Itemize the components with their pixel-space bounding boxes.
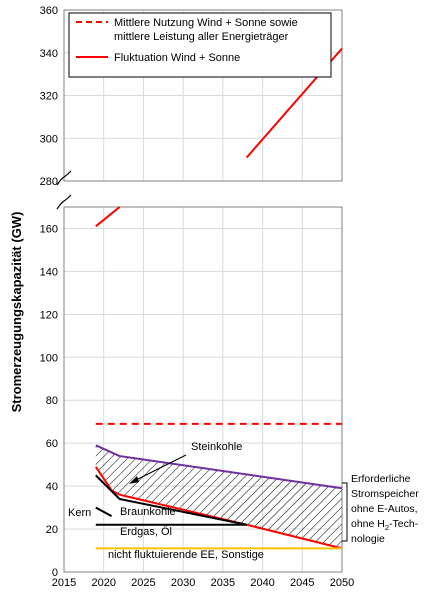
x-tick-labels: 2015 2020 2025 2030 2035 2040 2045 2050 <box>52 577 354 589</box>
annotation-kern: Kern <box>68 507 91 519</box>
y-tick-label: 140 <box>40 266 58 278</box>
annotation-speicher-line2: Stromspeicher <box>351 488 419 500</box>
y-tick-label: 320 <box>40 91 58 103</box>
x-tick-label: 2020 <box>91 577 115 589</box>
legend-box <box>68 12 332 78</box>
x-tick-label: 2035 <box>211 577 235 589</box>
annotation-speicher-line1: Erforderliche <box>351 473 411 485</box>
annotation-speicher-subscript: 2 <box>385 523 389 532</box>
annotation-speicher-line4: ohne H2-Tech- <box>351 518 419 532</box>
legend: Mittlere Nutzung Wind + Sonne sowie mitt… <box>68 12 332 78</box>
annotations: Steinkohle Braunkohle Kern Erdgas, Öl ni… <box>68 441 419 561</box>
y-tick-label: 300 <box>40 133 58 145</box>
series-line-1-lower <box>95 206 121 228</box>
legend-label-dashed-line1: Mittlere Nutzung Wind + Sonne sowie <box>114 17 298 29</box>
y-tick-label: 360 <box>40 5 58 17</box>
series-line-2 <box>95 444 343 490</box>
annotation-nicht-fluktuierend: nicht fluktuierende EE, Sonstige <box>108 549 264 561</box>
legend-label-solid: Fluktuation Wind + Sonne <box>114 52 240 64</box>
x-tick-label: 2025 <box>131 577 155 589</box>
series-line-5 <box>95 506 113 518</box>
x-tick-label: 2045 <box>290 577 314 589</box>
y-tick-label: 120 <box>40 309 58 321</box>
series-line-4 <box>95 474 247 526</box>
upper-plot-frame <box>63 9 343 182</box>
series-line-3 <box>94 466 343 550</box>
lower-plot-frame <box>63 206 343 573</box>
annotation-speicher-line4-rest: -Tech- <box>389 518 419 530</box>
annotation-speicher-line6: nologie <box>351 533 385 545</box>
y-tick-label: 100 <box>40 352 58 364</box>
steinkohle-leader <box>133 454 187 482</box>
y-tick-label: 20 <box>46 524 58 536</box>
storage-bracket <box>342 482 348 542</box>
annotation-speicher-line3: ohne E-Autos, <box>351 503 418 515</box>
y-tick-label: 160 <box>40 223 58 235</box>
annotation-speicher-line4-text: ohne H <box>351 518 385 530</box>
axis-break-marks <box>56 170 72 210</box>
annotation-erdgas: Erdgas, Öl <box>120 526 172 538</box>
upper-y-tick-labels: 280 300 320 340 360 <box>40 5 58 188</box>
annotation-braunkohle: Braunkohle <box>120 506 176 518</box>
steinkohle-arrowhead <box>129 476 139 484</box>
y-tick-label: 0 <box>52 567 58 579</box>
y-tick-label: 280 <box>40 176 58 188</box>
y-tick-label: 60 <box>46 438 58 450</box>
x-tick-label: 2015 <box>52 577 76 589</box>
x-tick-label: 2030 <box>171 577 195 589</box>
lower-y-tick-labels: 0 20 40 60 80 100 120 140 160 <box>40 223 58 579</box>
storage-hatched-area-fill <box>95 445 343 549</box>
axis-break-mark-lower <box>56 194 72 210</box>
legend-label-dashed-line2: mittlere Leistung aller Energieträger <box>114 31 289 43</box>
y-axis-label: Stromerzeugungskapazität (GW) <box>9 212 24 413</box>
y-tick-label: 340 <box>40 48 58 60</box>
storage-hatched-area <box>95 445 343 549</box>
annotation-steinkohle: Steinkohle <box>191 441 242 453</box>
y-tick-label: 40 <box>46 481 58 493</box>
axis-break-mark-upper <box>56 170 72 186</box>
y-tick-label: 80 <box>46 395 58 407</box>
x-tick-label: 2040 <box>250 577 274 589</box>
x-tick-label: 2050 <box>330 577 354 589</box>
